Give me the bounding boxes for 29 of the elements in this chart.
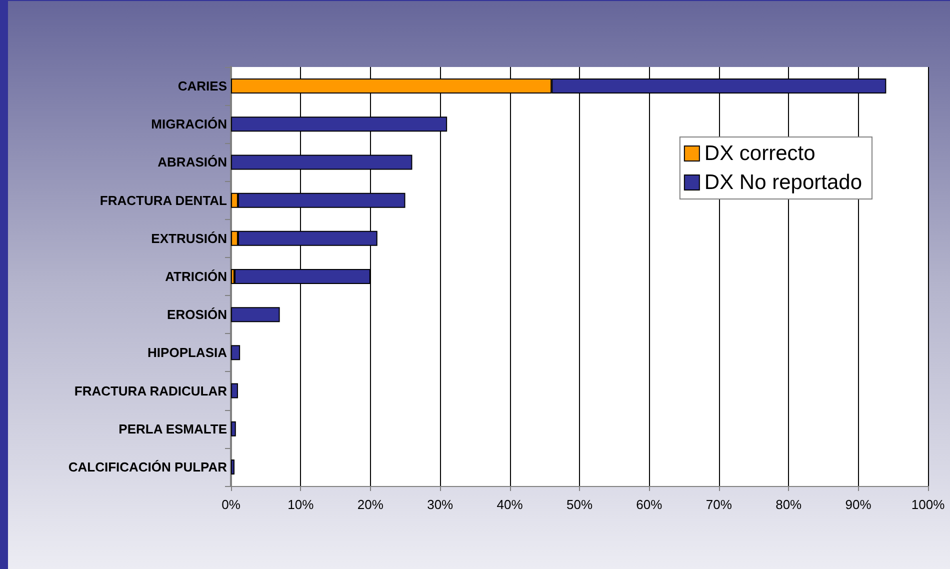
x-tick-label: 60% bbox=[636, 497, 663, 512]
x-tick-label: 10% bbox=[288, 497, 314, 512]
x-tick-label: 30% bbox=[427, 497, 454, 512]
bar bbox=[231, 383, 238, 398]
bar bbox=[231, 307, 280, 322]
bar bbox=[231, 459, 234, 474]
x-tick-label: 100% bbox=[911, 497, 946, 512]
y-tick-label: EXTRUSIÓN bbox=[151, 230, 227, 246]
y-tick-label: ABRASIÓN bbox=[158, 154, 227, 170]
bar bbox=[231, 421, 236, 436]
x-tick-label: 80% bbox=[776, 497, 802, 512]
x-tick-label: 20% bbox=[357, 497, 384, 512]
legend-label: DX correcto bbox=[704, 142, 816, 165]
y-tick-label: MIGRACIÓN bbox=[151, 116, 227, 132]
x-tick-label: 0% bbox=[222, 497, 241, 512]
y-tick-label: CARIES bbox=[178, 78, 228, 94]
y-tick-label: FRACTURA RADICULAR bbox=[74, 383, 228, 398]
y-tick-label: ATRICIÓN bbox=[165, 269, 227, 284]
y-tick-label: FRACTURA DENTAL bbox=[100, 192, 228, 208]
x-tick-label: 70% bbox=[706, 497, 732, 512]
y-tick-label: PERLA ESMALTE bbox=[118, 421, 228, 436]
x-tick-label: 50% bbox=[566, 497, 593, 512]
bar bbox=[231, 345, 240, 360]
legend-label: DX No reportado bbox=[704, 171, 862, 194]
y-tick-label: HIPOPLASIA bbox=[148, 345, 228, 360]
x-tick-label: 40% bbox=[496, 497, 524, 512]
x-tick-label: 90% bbox=[845, 497, 872, 512]
y-tick-label: EROSIÓN bbox=[167, 307, 227, 322]
y-tick-label: CALCIFICACIÓN PULPAR bbox=[68, 459, 228, 474]
